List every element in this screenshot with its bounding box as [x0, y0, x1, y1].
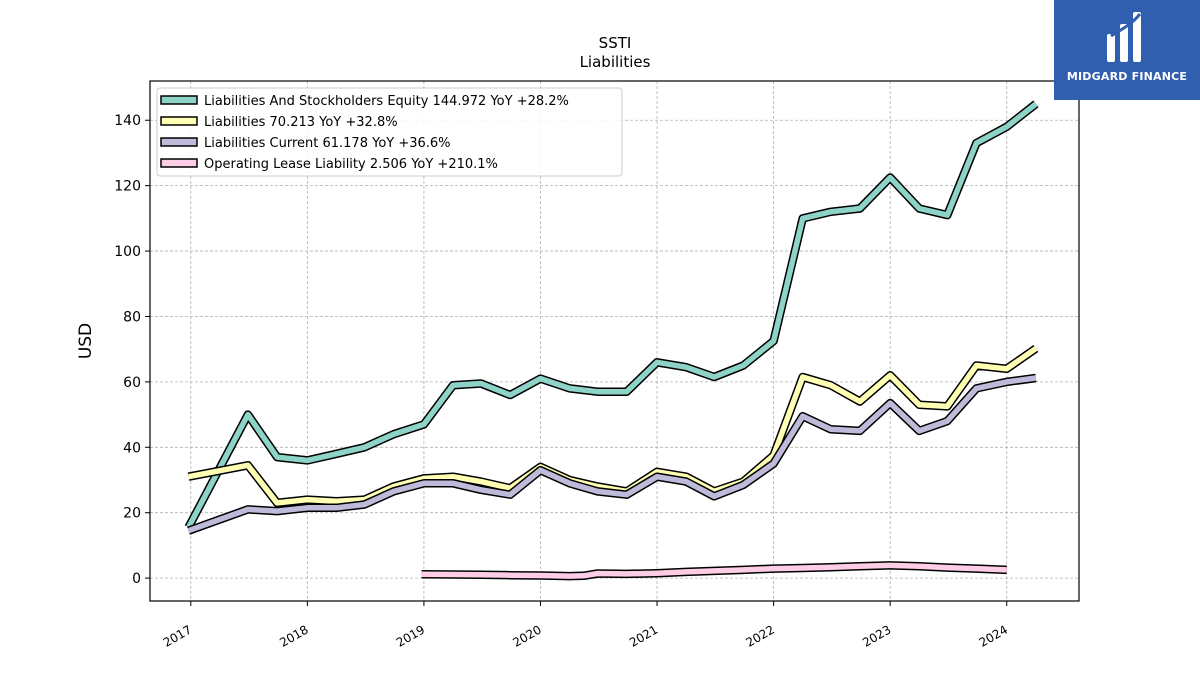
brand-name: MIDGARD FINANCE	[1066, 70, 1188, 83]
y-axis-label: USD	[76, 323, 96, 359]
legend-entry: Liabilities Current 61.178 YoY +36.6%	[204, 136, 451, 151]
x-tick-label: 2023	[860, 622, 893, 649]
x-axis-ticks: 2017 2018 2019 2020 2021 2022 2023 2024	[161, 601, 1010, 650]
legend-swatch	[160, 137, 198, 147]
legend-entry: Operating Lease Liability 2.506 YoY +210…	[204, 157, 498, 172]
chart-subtitle: Liabilities	[580, 53, 651, 71]
y-tick-label: 120	[114, 179, 141, 195]
legend-swatch	[160, 116, 198, 126]
y-tick-label: 60	[123, 375, 141, 391]
x-tick-label: 2019	[394, 622, 427, 649]
x-tick-label: 2017	[161, 622, 194, 649]
x-tick-label: 2024	[977, 622, 1010, 649]
x-tick-label: 2018	[277, 622, 310, 649]
logo-mark-icon	[1107, 12, 1142, 62]
legend-entry: Liabilities 70.213 YoY +32.8%	[204, 115, 398, 130]
series-line	[187, 375, 1037, 534]
x-tick-label: 2020	[510, 622, 543, 649]
y-tick-label: 0	[132, 571, 141, 587]
y-tick-label: 100	[114, 244, 141, 260]
brand-logo: MIDGARD FINANCE	[1054, 0, 1200, 100]
x-tick-label: 2022	[744, 622, 777, 649]
legend-box	[156, 87, 623, 177]
y-tick-label: 20	[123, 506, 141, 522]
x-tick-label: 2021	[627, 622, 660, 649]
y-tick-label: 40	[123, 440, 141, 456]
legend-swatch	[160, 158, 198, 168]
y-tick-label: 80	[123, 309, 141, 325]
y-axis-ticks: 0 20 40 60 80 100 120 140	[114, 113, 150, 587]
legend-swatch	[160, 95, 198, 105]
plot-frame	[149, 80, 1080, 602]
legend: Liabilities And Stockholders Equity 144.…	[156, 87, 623, 177]
y-tick-label: 140	[114, 113, 141, 129]
chart-title: SSTI	[599, 34, 632, 52]
series-line	[421, 562, 1007, 579]
series-lines	[184, 100, 1039, 581]
series-line	[186, 101, 1038, 529]
legend-entry: Liabilities And Stockholders Equity 144.…	[204, 94, 569, 109]
